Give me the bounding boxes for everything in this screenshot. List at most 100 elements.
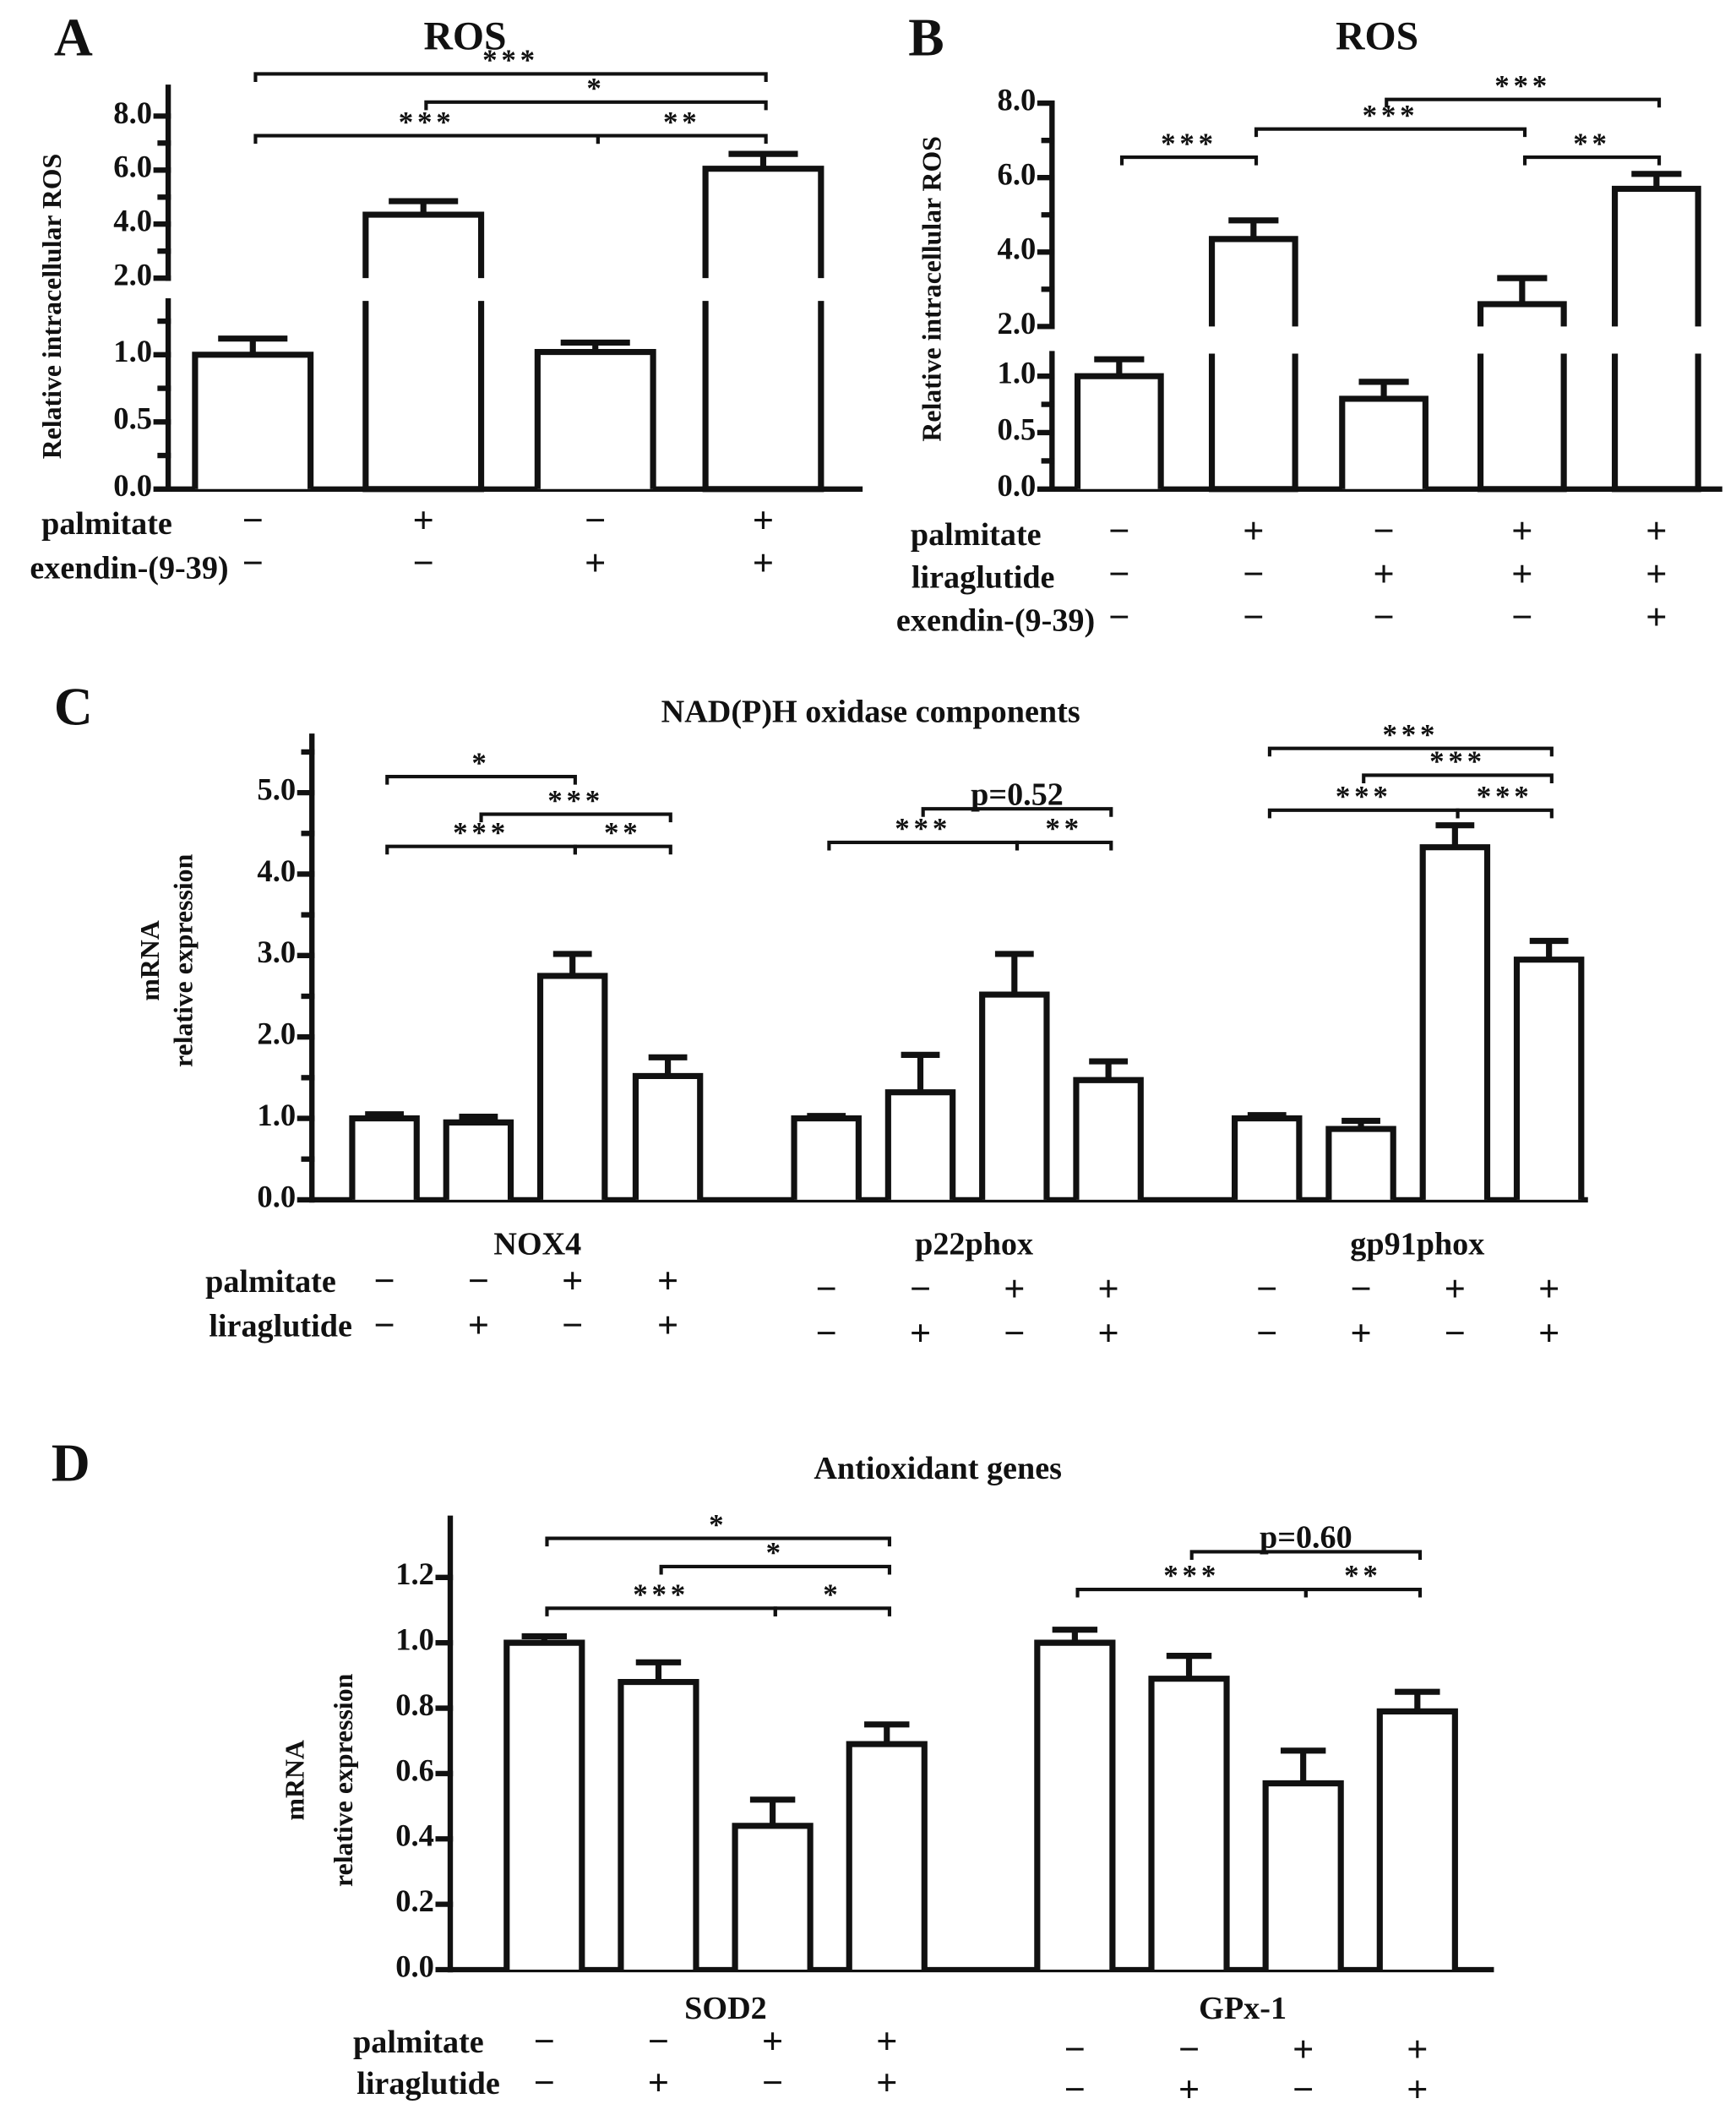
treatment-sign: −	[1292, 2068, 1314, 2104]
category-label: gp91phox	[1350, 1226, 1484, 1262]
treatment-sign: +	[413, 499, 434, 541]
error-bar	[648, 1054, 688, 1077]
chart-title: ROS	[423, 14, 506, 59]
error-bar	[1094, 356, 1145, 377]
error-bar	[365, 1111, 404, 1119]
treatment-sign: +	[1097, 1267, 1118, 1310]
bar	[979, 991, 1050, 1200]
significance-label: *	[586, 72, 605, 105]
treatment-sign: −	[373, 1259, 395, 1301]
y-tick-label: 8.0	[113, 95, 152, 130]
significance-label: *	[823, 1578, 841, 1611]
treatment-sign: −	[1511, 596, 1532, 638]
error-bar	[1529, 937, 1569, 960]
treatment-sign: −	[373, 1304, 395, 1346]
panel-label: A	[54, 7, 93, 67]
error-bar	[521, 1633, 568, 1643]
error-bar	[1228, 217, 1279, 239]
error-bar	[1435, 822, 1475, 848]
bar	[503, 1639, 585, 1970]
error-bar	[560, 339, 630, 352]
treatment-sign: +	[1004, 1267, 1025, 1310]
significance-label: ***	[633, 1578, 689, 1611]
treatment-sign: −	[1243, 553, 1264, 595]
y-tick-label: 4.0	[998, 232, 1037, 266]
bar	[1073, 1077, 1144, 1200]
error-bar	[1497, 275, 1548, 304]
significance-label: **	[1573, 127, 1611, 160]
significance-bracket	[1522, 155, 1662, 166]
error-bar	[728, 150, 798, 169]
error-bar	[749, 1796, 796, 1826]
category-label: p22phox	[915, 1226, 1033, 1262]
category-label: GPx-1	[1199, 1991, 1287, 2026]
bar	[1262, 1780, 1344, 1970]
significance-label: ***	[547, 784, 604, 817]
significance-label: ***	[1363, 99, 1419, 132]
significance-label: **	[1344, 1559, 1382, 1592]
treatment-sign: +	[1243, 510, 1264, 552]
significance-bracket	[479, 812, 672, 823]
treatment-sign: −	[816, 1267, 837, 1310]
error-bar	[1052, 1627, 1098, 1643]
bar-lower	[1477, 353, 1567, 493]
treatment-label: palmitate	[353, 2025, 484, 2060]
treatment-sign: −	[242, 499, 264, 541]
treatment-sign: +	[876, 2020, 897, 2062]
bar	[846, 1741, 928, 1970]
significance-bracket	[573, 844, 672, 855]
error-bar	[807, 1113, 846, 1120]
treatment-sign: −	[534, 2020, 555, 2062]
error-bar	[994, 951, 1034, 995]
treatment-sign: −	[1243, 596, 1264, 638]
treatment-label: palmitate	[41, 506, 172, 542]
treatment-label: liraglutide	[912, 560, 1055, 596]
significance-label: ***	[453, 816, 509, 849]
bar	[1325, 1126, 1396, 1200]
treatment-sign: −	[468, 1259, 489, 1301]
y-tick-label: 0.0	[257, 1179, 296, 1213]
significance-bracket	[1267, 746, 1554, 757]
treatment-sign: +	[1511, 510, 1532, 552]
y-tick-label: 6.0	[113, 150, 152, 184]
treatment-sign: −	[1108, 553, 1129, 595]
treatment-sign: +	[1373, 553, 1394, 595]
significance-label: *	[471, 746, 490, 779]
treatment-label: palmitate	[911, 517, 1042, 553]
y-tick-label: 0.6	[395, 1752, 434, 1787]
treatment-sign: −	[413, 542, 434, 584]
y-tick-label: 2.0	[998, 306, 1037, 341]
y-tick-label: 1.0	[395, 1622, 434, 1657]
bar	[192, 352, 314, 489]
error-bar	[218, 335, 288, 355]
y-tick-label: 0.2	[395, 1883, 434, 1918]
y-axis-label: relative expression	[169, 853, 199, 1067]
bar-upper	[1208, 236, 1298, 327]
error-bar	[864, 1721, 910, 1745]
significance-label: ***	[399, 106, 455, 139]
treatment-sign: −	[1178, 2028, 1200, 2070]
significance-label: ***	[895, 812, 951, 845]
significance-bracket	[659, 1564, 892, 1575]
y-tick-label: 1.0	[998, 356, 1037, 390]
treatment-sign: −	[562, 1304, 583, 1346]
treatment-label: liraglutide	[209, 1308, 352, 1344]
y-tick-label: 0.5	[998, 412, 1037, 446]
treatment-sign: +	[1646, 510, 1667, 552]
treatment-sign: +	[585, 542, 606, 584]
treatment-label: exendin-(9-39)	[896, 603, 1095, 639]
chart-title: ROS	[1336, 14, 1418, 59]
error-bar	[552, 951, 592, 976]
treatment-sign: +	[1538, 1267, 1559, 1310]
treatment-sign: +	[910, 1311, 931, 1354]
significance-label: ***	[1429, 745, 1486, 778]
error-bar	[459, 1114, 498, 1123]
y-tick-label: 0.5	[113, 401, 152, 436]
treatment-sign: +	[468, 1304, 489, 1346]
error-bar	[1280, 1747, 1326, 1784]
category-label: SOD2	[684, 1991, 767, 2026]
y-tick-label: 0.0	[395, 1949, 434, 1983]
treatment-sign: +	[1445, 1267, 1466, 1310]
treatment-sign: −	[1108, 596, 1129, 638]
